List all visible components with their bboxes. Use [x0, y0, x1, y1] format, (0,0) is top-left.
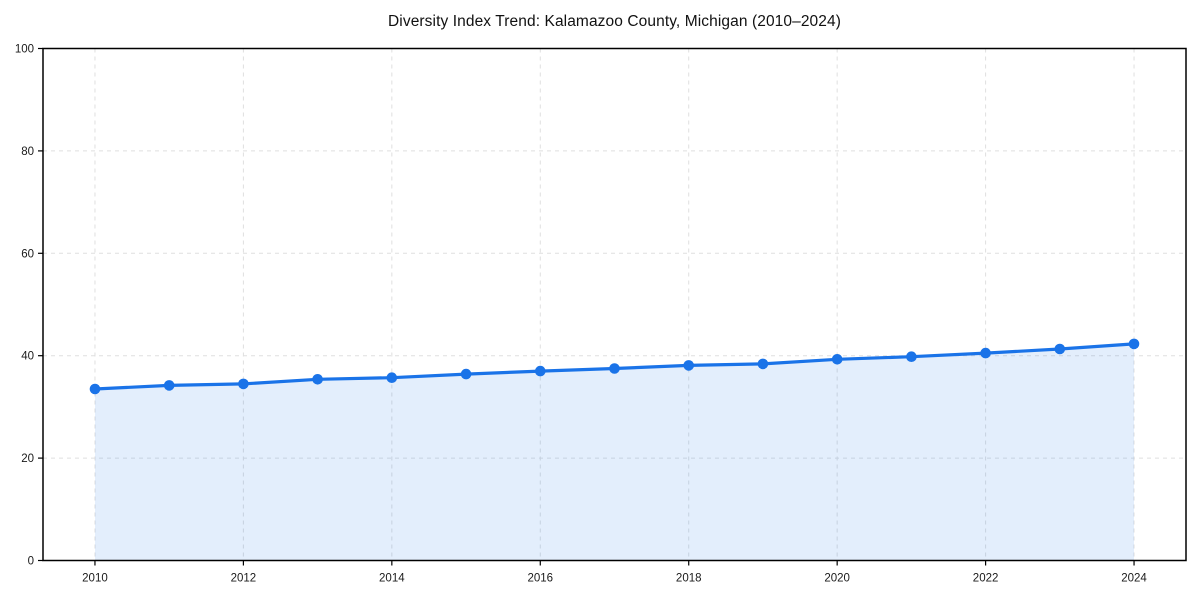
data-point-marker — [1128, 338, 1140, 350]
data-point-marker — [386, 372, 398, 384]
data-point-marker — [535, 365, 546, 377]
x-axis-tick-label: 2016 — [527, 573, 553, 585]
data-point-marker — [1054, 343, 1066, 355]
x-axis-tick-label: 2014 — [379, 573, 405, 585]
x-axis-tick-label: 2020 — [824, 573, 850, 585]
y-axis-tick-label: 80 — [21, 146, 34, 158]
y-axis-tick-label: 0 — [28, 556, 34, 568]
data-point-marker — [757, 358, 769, 370]
data-point-marker — [609, 363, 620, 374]
y-axis-tick-label: 100 — [15, 44, 34, 56]
chart-title: Diversity Index Trend: Kalamazoo County,… — [388, 13, 841, 30]
data-point-marker — [89, 383, 101, 395]
y-axis-tick-label: 40 — [21, 351, 34, 363]
area-fill — [95, 343, 1134, 561]
data-point-marker — [980, 347, 991, 359]
x-axis-tick-label: 2024 — [1121, 573, 1147, 585]
x-axis-tick-label: 2018 — [676, 573, 702, 585]
x-axis-tick-label: 2010 — [82, 573, 108, 585]
data-point-marker — [683, 360, 694, 371]
x-axis-tick-label: 2012 — [231, 573, 257, 585]
plot-border — [42, 47, 1187, 562]
data-point-marker — [460, 368, 472, 380]
y-axis-tick-label: 60 — [21, 248, 34, 260]
data-point-marker — [163, 380, 175, 391]
data-point-marker — [831, 354, 843, 365]
x-axis-tick-label: 2022 — [973, 573, 999, 585]
data-point-marker — [906, 351, 917, 363]
data-point-marker — [238, 378, 249, 390]
y-axis-tick-label: 20 — [21, 453, 34, 465]
data-point-marker — [312, 374, 323, 385]
